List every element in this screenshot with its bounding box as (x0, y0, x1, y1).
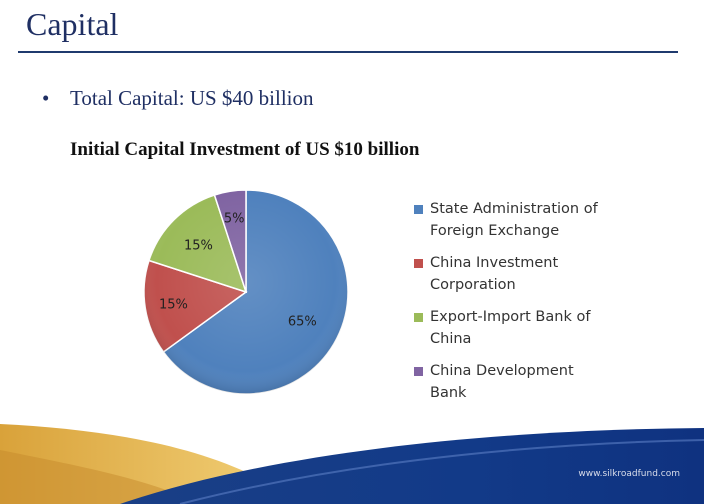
legend-label-3: Export-Import Bank of China (430, 309, 591, 347)
bullet-symbol: • (42, 86, 50, 110)
legend-swatch-4 (414, 367, 423, 376)
pie-chart: 65% 15% 15% 5% (143, 189, 349, 395)
legend-swatch-3 (414, 313, 423, 322)
pie-slices (143, 189, 349, 395)
legend-swatch-2 (414, 259, 423, 268)
pie-slice-label-1: 65% (288, 315, 317, 330)
legend-item-1: State Administration of Foreign Exchange (414, 198, 674, 252)
legend-item-2: China Investment Corporation (414, 252, 674, 306)
footer-url: www.silkroadfund.com (578, 469, 680, 479)
slide-title: Capital (26, 6, 119, 42)
pie-slice-label-4: 5% (224, 211, 245, 226)
chart-legend: State Administration of Foreign Exchange… (414, 198, 674, 414)
legend-label-1: State Administration of Foreign Exchange (430, 201, 598, 239)
bullet-item: • Total Capital: US $40 billion (42, 86, 314, 111)
pie-slice-label-2: 15% (159, 297, 188, 312)
legend-item-3: Export-Import Bank of China (414, 306, 674, 360)
legend-item-4: China Development Bank (414, 360, 674, 414)
pie-labels: 65% 15% 15% 5% (159, 211, 317, 329)
pie-slice-label-3: 15% (184, 238, 213, 253)
chart-title: Initial Capital Investment of US $10 bil… (70, 139, 420, 160)
legend-swatch-1 (414, 205, 423, 214)
bullet-text: Total Capital: US $40 billion (70, 86, 314, 110)
title-divider (18, 51, 678, 53)
footer-swoosh (0, 424, 704, 504)
legend-label-2: China Investment Corporation (430, 255, 559, 293)
legend-label-4: China Development Bank (430, 363, 574, 401)
